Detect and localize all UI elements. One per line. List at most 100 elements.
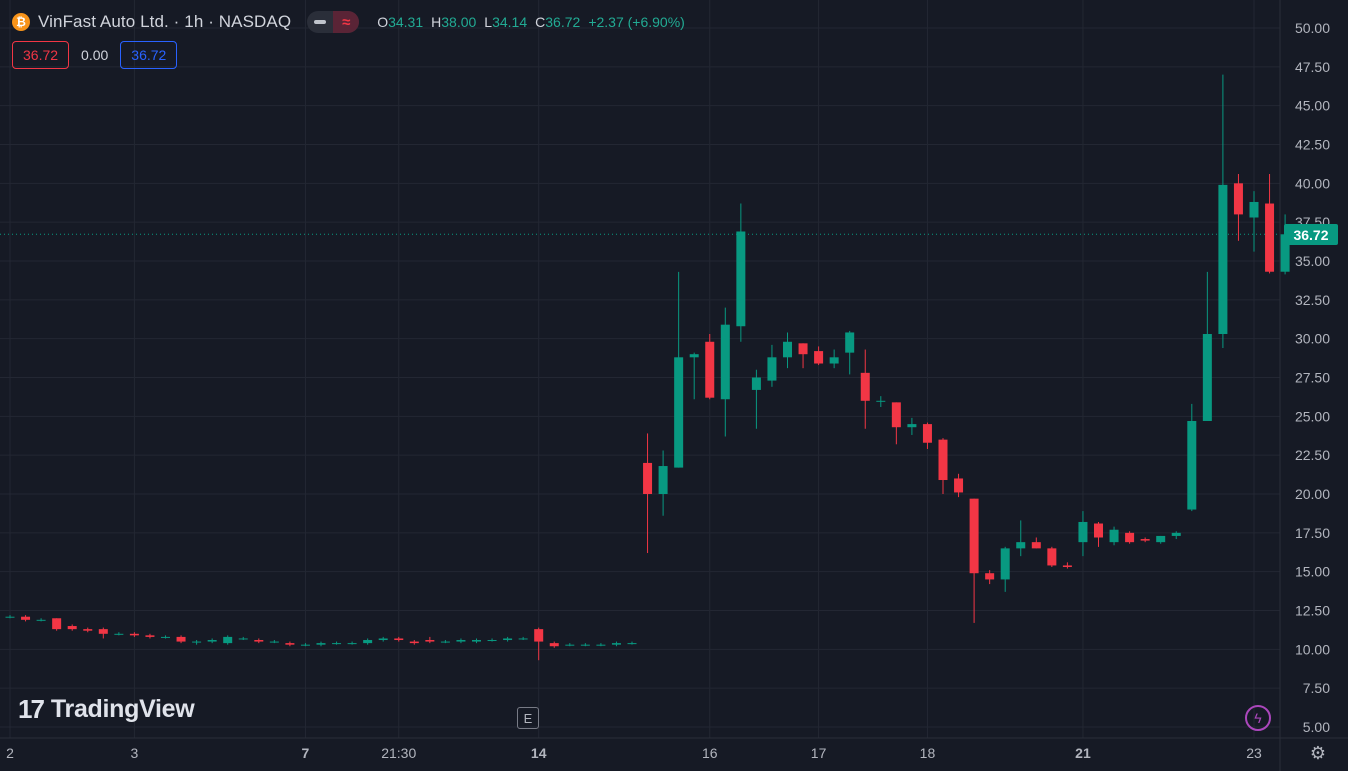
candle[interactable] [378, 636, 388, 642]
candle[interactable] [565, 643, 575, 647]
candle[interactable] [223, 635, 233, 645]
candle[interactable] [643, 433, 653, 554]
candle[interactable] [596, 643, 606, 647]
candle[interactable] [954, 473, 964, 498]
candle[interactable] [332, 641, 342, 645]
price-scale[interactable]: 50.0047.5045.0042.5040.0037.5035.0032.50… [1295, 20, 1330, 735]
candle[interactable] [674, 271, 684, 468]
sell-price-badge[interactable]: 36.72 [12, 41, 70, 69]
lightning-icon[interactable]: ϟ [1245, 705, 1271, 731]
earnings-event-marker[interactable]: E [517, 707, 539, 729]
hide-icon[interactable] [307, 11, 333, 33]
candle[interactable] [845, 330, 855, 375]
candle[interactable] [207, 638, 217, 644]
candle[interactable] [658, 450, 668, 516]
candle[interactable] [1016, 520, 1026, 557]
candle[interactable] [347, 641, 357, 645]
candle[interactable] [518, 636, 528, 641]
candle[interactable] [1125, 531, 1135, 544]
candle[interactable] [689, 352, 699, 400]
legend-toggle[interactable]: ≈ [307, 11, 360, 33]
candle[interactable] [363, 638, 373, 645]
symbol-title[interactable]: VinFast Auto Ltd. · 1h · NASDAQ [38, 12, 292, 31]
candle[interactable] [1062, 562, 1072, 569]
candle[interactable] [751, 369, 761, 429]
candle[interactable] [736, 203, 746, 342]
ohlc-values: O34.31 H38.00 L34.14 C36.72 +2.37 (+6.90… [377, 14, 685, 30]
candle[interactable] [472, 638, 481, 644]
candle[interactable] [1265, 174, 1275, 274]
candle[interactable] [161, 635, 170, 639]
time-scale[interactable]: 2 3 7 21:30 14 16 17 18 21 23 [6, 745, 1262, 761]
candle[interactable] [907, 417, 917, 435]
candle[interactable] [876, 396, 886, 408]
candle[interactable] [767, 344, 777, 387]
candle[interactable] [1187, 403, 1197, 512]
candle[interactable] [238, 636, 248, 641]
candle[interactable] [798, 343, 808, 369]
candle[interactable] [938, 438, 948, 494]
candle[interactable] [83, 627, 93, 633]
candle[interactable] [580, 643, 590, 647]
candle[interactable] [192, 640, 202, 645]
candle[interactable] [300, 643, 310, 647]
candle[interactable] [1233, 174, 1243, 241]
candle[interactable] [409, 640, 419, 645]
candle[interactable] [269, 640, 279, 644]
candle[interactable] [627, 641, 637, 645]
candle[interactable] [487, 638, 497, 642]
candle[interactable] [829, 349, 839, 369]
candle[interactable] [814, 346, 824, 366]
candle[interactable] [720, 307, 730, 437]
candle[interactable] [176, 635, 186, 644]
spread-value: 0.00 [81, 47, 109, 63]
candle[interactable] [860, 349, 870, 429]
candle[interactable] [969, 498, 979, 623]
candle[interactable] [1031, 537, 1041, 549]
candle[interactable] [534, 627, 544, 661]
candle[interactable] [254, 638, 264, 644]
candle[interactable] [891, 402, 901, 445]
candle[interactable] [285, 641, 295, 647]
candle[interactable] [67, 624, 77, 631]
candle[interactable] [316, 641, 326, 647]
candle[interactable] [611, 641, 621, 647]
candle[interactable] [1109, 526, 1119, 546]
price-badges: 36.72 0.00 36.72 [12, 41, 178, 69]
candle[interactable] [21, 615, 31, 622]
candle[interactable] [440, 640, 450, 644]
candle[interactable] [1249, 191, 1259, 252]
candle[interactable] [705, 334, 715, 400]
candle[interactable] [922, 422, 932, 449]
candle[interactable] [36, 618, 46, 622]
candle[interactable] [549, 641, 559, 648]
candle[interactable] [1202, 271, 1212, 421]
wave-icon[interactable]: ≈ [333, 11, 360, 33]
tradingview-logo[interactable]: 17 TradingView [18, 694, 195, 725]
candle[interactable] [1218, 74, 1228, 348]
bitcoin-icon[interactable]: ₿ [12, 13, 30, 31]
candle[interactable] [129, 632, 139, 637]
candle[interactable] [145, 633, 155, 639]
candle[interactable] [98, 627, 108, 639]
candle[interactable] [1047, 546, 1057, 568]
candle[interactable] [52, 618, 62, 631]
candle[interactable] [1094, 521, 1103, 547]
candle[interactable] [1171, 531, 1181, 540]
y-tick-label: 15.00 [1295, 564, 1330, 580]
candle[interactable] [5, 615, 15, 619]
buy-price-badge[interactable]: 36.72 [120, 41, 178, 69]
candle[interactable] [394, 636, 404, 642]
candle[interactable] [1000, 546, 1010, 592]
candle[interactable] [1078, 511, 1088, 557]
candle[interactable] [1156, 535, 1166, 544]
settings-gear-icon[interactable]: ⚙ [1309, 742, 1327, 763]
candle[interactable] [114, 632, 124, 636]
candle[interactable] [985, 570, 995, 585]
candle[interactable] [503, 636, 513, 642]
candle[interactable] [425, 636, 435, 644]
candle[interactable] [456, 638, 466, 644]
candle[interactable] [783, 332, 792, 369]
candle[interactable] [1140, 537, 1150, 543]
